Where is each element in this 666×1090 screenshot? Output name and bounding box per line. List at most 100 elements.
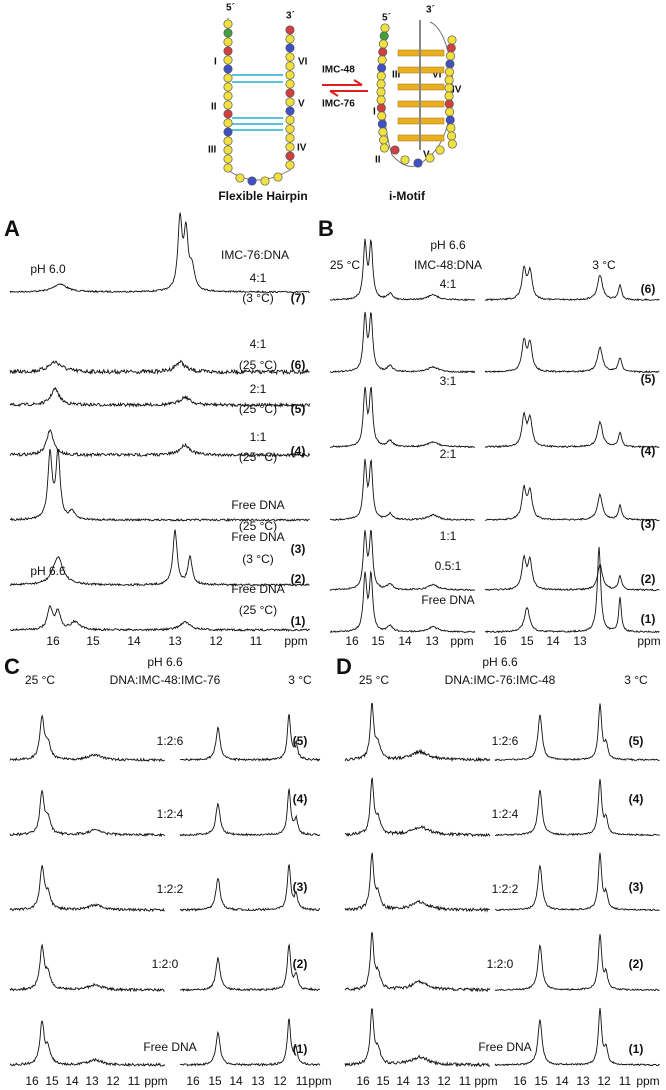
annotation: DNA:IMC-48:IMC-76 <box>110 673 221 687</box>
nmr-spectrum <box>344 852 490 913</box>
x-tick-label: 15 <box>208 1074 222 1088</box>
nucleotide <box>285 142 295 152</box>
annotation: pH 6.6 <box>482 655 518 669</box>
nmr-spectrum <box>9 1020 166 1068</box>
x-tick-label: 16 <box>186 1074 200 1088</box>
label: 3´ <box>286 11 295 22</box>
nmr-spectrum <box>9 386 311 409</box>
nucleotide <box>223 46 233 56</box>
nucleotide <box>377 63 387 73</box>
label: 5´ <box>226 3 235 14</box>
nmr-spectrum <box>344 777 491 838</box>
annotation: 1:1 <box>250 430 267 444</box>
label: IV <box>452 85 462 96</box>
nucleotide <box>285 61 295 71</box>
x-tick-label: 11 <box>619 1074 632 1088</box>
nucleotide <box>379 143 389 153</box>
nmr-spectrum <box>484 554 660 592</box>
nucleotide <box>446 123 456 133</box>
x-tick-label: ppm <box>308 1074 331 1088</box>
annotation: pH 6.0 <box>30 262 66 276</box>
x-tick-label: 12 <box>437 1074 451 1088</box>
nucleotide <box>285 43 295 53</box>
caption: i-Motif <box>389 189 426 203</box>
schematic: 5´ 3´ I II III IV V VI IMC-48 IMC-76 5´ … <box>208 3 462 204</box>
spectrum-number: (3) <box>293 880 308 894</box>
annotation: pH 6.6 <box>147 655 183 669</box>
annotation: 1:2:4 <box>157 807 184 821</box>
nucleotide <box>223 136 233 146</box>
panel-letter: D <box>336 654 352 679</box>
nucleotide <box>376 71 386 81</box>
x-tick-label: 13 <box>573 634 587 648</box>
nmr-spectrum <box>329 458 475 522</box>
spectrum-number: (1) <box>291 614 306 628</box>
x-tick-label: 13 <box>85 1074 99 1088</box>
x-tick-label: 15 <box>520 634 534 648</box>
nucleotide <box>376 95 386 105</box>
annotation: 0.5:1 <box>435 559 462 573</box>
nmr-spectrum <box>494 934 660 992</box>
nucleotide <box>285 160 295 170</box>
nucleotide <box>223 73 233 83</box>
nmr-spectrum <box>9 529 310 587</box>
nmr-spectrum <box>329 238 476 302</box>
nmr-spectrum <box>329 386 476 449</box>
nucleotide <box>285 52 295 62</box>
label: IMC-48 <box>322 65 355 76</box>
x-tick-label: 13 <box>576 1074 590 1088</box>
nmr-spectrum <box>9 789 166 838</box>
spectrum-number: (2) <box>629 957 644 971</box>
x-tick-label: 13 <box>251 1074 265 1088</box>
annotation: (25 °C) <box>239 358 277 372</box>
annotation: 3:1 <box>440 374 457 388</box>
nmr-spectrum <box>9 429 311 458</box>
nucleotide <box>285 151 295 161</box>
nmr-spectrum <box>179 1018 321 1067</box>
nucleotide <box>285 34 295 44</box>
nucleotide <box>285 25 295 35</box>
label: I <box>214 57 217 68</box>
spectrum-number: (5) <box>293 734 308 748</box>
annotation: 2:1 <box>250 382 267 396</box>
equilibrium-arrow <box>322 79 368 97</box>
annotation: IMC-48:DNA <box>414 258 482 272</box>
panel-letter: A <box>4 216 20 241</box>
nmr-spectrum <box>494 703 660 762</box>
spectrum-number: (4) <box>641 444 656 458</box>
nucleotide <box>285 133 295 143</box>
label: IMC-76 <box>322 99 355 110</box>
label: II <box>375 155 381 166</box>
annotation: 1:2:2 <box>492 882 519 896</box>
nucleotide <box>445 115 455 125</box>
label: V <box>298 99 305 110</box>
nucleotide <box>376 87 386 97</box>
annotation: 1:2:6 <box>157 734 184 748</box>
nmr-spectrum <box>179 714 321 762</box>
panel-letter: C <box>4 654 20 679</box>
nmr-spectrum <box>9 714 165 763</box>
x-tick-label: 15 <box>371 634 385 648</box>
x-tick-label: 16 <box>46 634 60 648</box>
nucleotide <box>377 119 387 129</box>
x-tick-label: 11 <box>128 1074 141 1088</box>
annotation: (3 °C) <box>242 291 273 305</box>
spectrum-number: (4) <box>293 792 308 806</box>
x-tick-label: ppm <box>637 634 660 648</box>
label: VI <box>298 57 308 68</box>
annotation: 2:1 <box>440 447 457 461</box>
nucleotide <box>377 111 387 121</box>
x-tick-label: ppm <box>474 1074 497 1088</box>
nucleotide <box>379 135 389 145</box>
nmr-spectrum <box>484 484 660 522</box>
spectrum-number: (6) <box>291 358 306 372</box>
annotation: Free DNA <box>478 1040 531 1054</box>
nucleotide <box>223 118 233 128</box>
nucleotide <box>444 75 454 85</box>
annotation: 3 °C <box>288 673 312 687</box>
annotation: 1:2:0 <box>487 957 514 971</box>
x-tick-label: 11 <box>250 634 263 648</box>
x-tick-label: 15 <box>376 1074 390 1088</box>
nmr-spectrum <box>329 529 476 592</box>
x-tick-label: 12 <box>209 634 223 648</box>
